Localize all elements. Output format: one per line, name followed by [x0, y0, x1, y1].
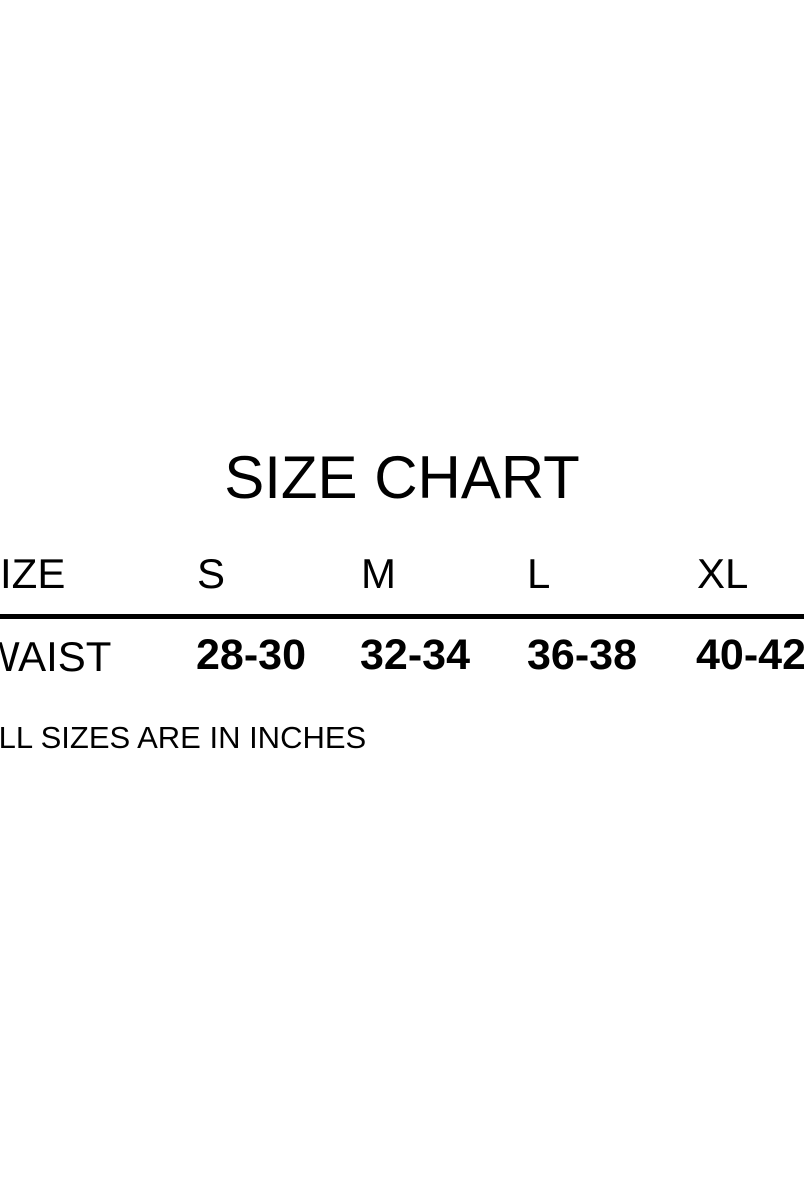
header-size-xl: XL: [697, 550, 749, 597]
units-note: ALL SIZES ARE IN INCHES: [0, 720, 367, 755]
header-divider: [0, 614, 804, 619]
size-chart-title: SIZE CHART: [224, 444, 580, 511]
header-size-m: M: [361, 550, 396, 597]
header-size-s: S: [197, 550, 226, 597]
waist-xl: 40-42: [696, 631, 804, 679]
waist-m: 32-34: [360, 631, 470, 679]
header-size-label: SIZE: [0, 550, 66, 597]
row-label-waist: WAIST: [0, 633, 112, 680]
header-size-l: L: [527, 550, 551, 597]
waist-l: 36-38: [527, 631, 637, 679]
waist-s: 28-30: [196, 631, 306, 679]
